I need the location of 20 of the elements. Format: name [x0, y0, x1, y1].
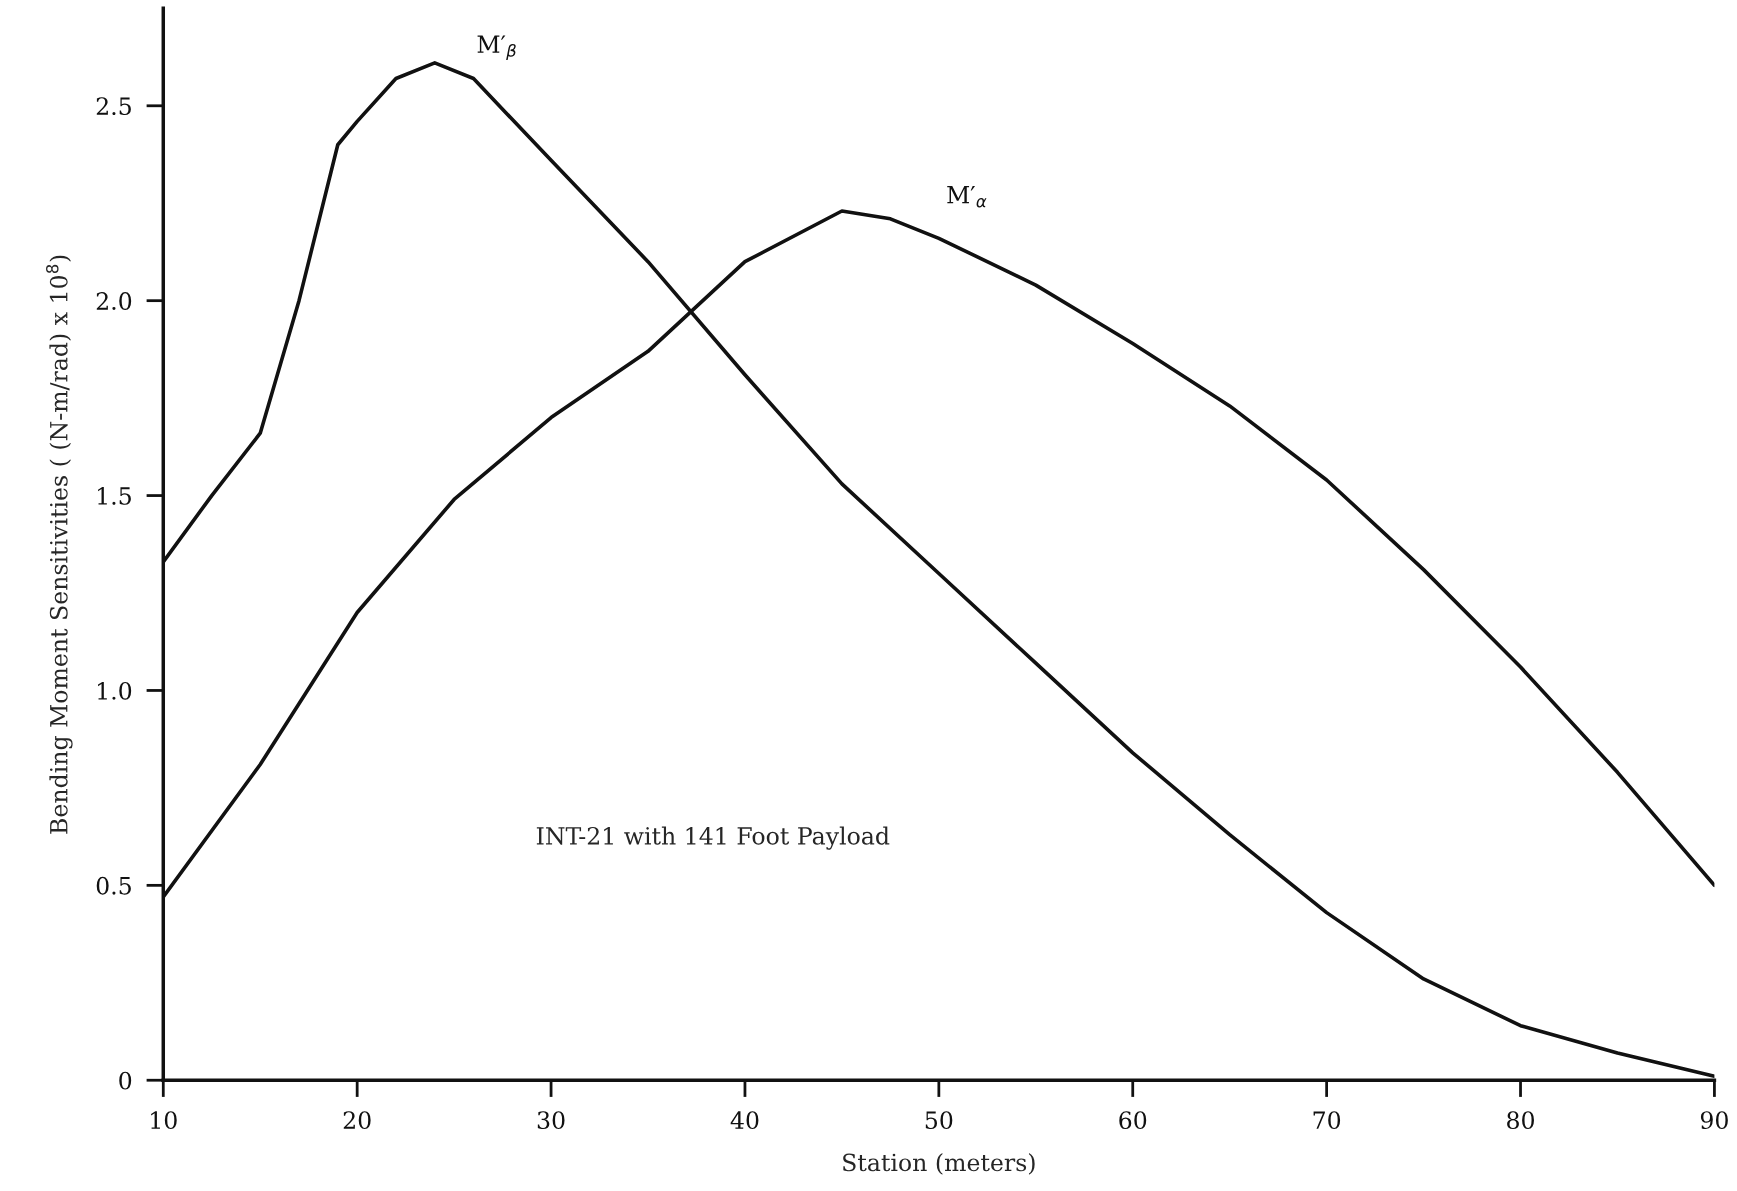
x-tick-label: 70: [1313, 1111, 1341, 1130]
y-tick-label: 0.5: [96, 876, 131, 895]
series-label: M′$_{β}$: [477, 35, 516, 61]
y-tick-label: 0: [119, 1071, 132, 1090]
x-tick-label: 30: [537, 1111, 565, 1130]
annotation: INT-21 with 141 Foot Payload: [536, 826, 890, 850]
x-tick-label: 80: [1507, 1111, 1534, 1130]
x-tick-label: 40: [730, 1111, 759, 1130]
x-tick-label: 50: [925, 1111, 953, 1130]
x-tick-label: 90: [1700, 1111, 1728, 1130]
y-tick-label: 1.5: [98, 487, 131, 505]
x-tick-label: 20: [343, 1111, 371, 1130]
x-tick-label: 10: [151, 1111, 177, 1130]
x-axis-title: Station (meters): [843, 1153, 1035, 1175]
series-label: M′$_{α}$: [947, 186, 987, 208]
y-tick-label: 2.0: [96, 292, 132, 310]
y-tick-label: 2.5: [96, 97, 131, 116]
x-tick-label: 60: [1119, 1111, 1147, 1130]
y-axis-title: Bending Moment Sensitivities ( (N-m/rad) x 10$^{8}$): [46, 255, 73, 834]
y-tick-label: 1.0: [98, 681, 132, 700]
